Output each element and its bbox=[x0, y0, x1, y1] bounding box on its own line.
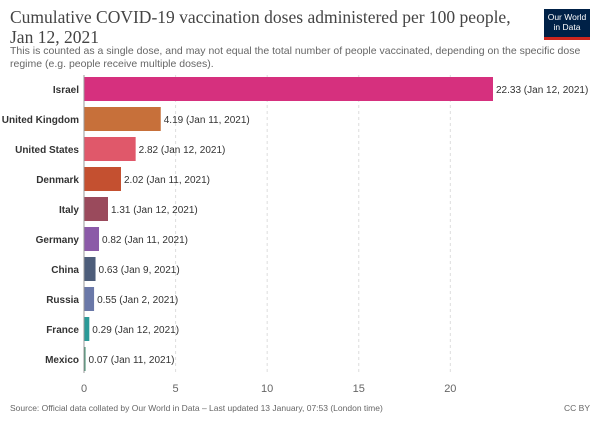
category-label: Israel bbox=[53, 85, 79, 96]
data-label: 2.02 (Jan 11, 2021) bbox=[124, 175, 210, 186]
bar-china[interactable] bbox=[84, 257, 96, 281]
category-label: Germany bbox=[36, 235, 80, 246]
category-label: Italy bbox=[59, 205, 79, 216]
x-tick-label: 15 bbox=[353, 383, 365, 395]
logo-line-1: Our World bbox=[547, 12, 587, 22]
data-label: 0.07 (Jan 11, 2021) bbox=[89, 355, 175, 366]
x-tick-label: 5 bbox=[173, 383, 179, 395]
chart-subtitle: This is counted as a single dose, and ma… bbox=[10, 45, 581, 70]
data-label: 0.63 (Jan 9, 2021) bbox=[99, 265, 180, 276]
category-label: United States bbox=[15, 145, 79, 156]
bar-united-states[interactable] bbox=[84, 137, 136, 161]
category-label: Denmark bbox=[36, 175, 79, 186]
bar-germany[interactable] bbox=[84, 227, 100, 251]
source-note: Source: Official data collated by Our Wo… bbox=[10, 403, 383, 413]
owid-logo[interactable]: Our World in Data bbox=[544, 9, 590, 40]
category-label: United Kingdom bbox=[2, 115, 79, 126]
bar-united-kingdom[interactable] bbox=[84, 107, 161, 131]
data-label: 0.55 (Jan 2, 2021) bbox=[97, 295, 178, 306]
license-link[interactable]: CC BY bbox=[564, 403, 590, 413]
x-tick-label: 0 bbox=[81, 383, 87, 395]
data-label: 0.82 (Jan 11, 2021) bbox=[102, 235, 188, 246]
x-tick-label: 10 bbox=[261, 383, 273, 395]
data-label: 0.29 (Jan 12, 2021) bbox=[92, 325, 179, 336]
data-label: 2.82 (Jan 12, 2021) bbox=[139, 145, 226, 156]
x-tick-label: 20 bbox=[444, 383, 456, 395]
bar-russia[interactable] bbox=[84, 287, 95, 311]
data-label: 1.31 (Jan 12, 2021) bbox=[111, 205, 198, 216]
bar-mexico[interactable] bbox=[84, 347, 86, 371]
category-label: France bbox=[46, 325, 79, 336]
bar-italy[interactable] bbox=[84, 197, 108, 221]
data-label: 4.19 (Jan 11, 2021) bbox=[164, 115, 250, 126]
category-label: China bbox=[51, 265, 79, 276]
category-label: Russia bbox=[46, 295, 79, 306]
bar-israel[interactable] bbox=[84, 77, 493, 101]
bar-denmark[interactable] bbox=[84, 167, 121, 191]
data-label: 22.33 (Jan 12, 2021) bbox=[496, 85, 588, 96]
chart-title: Cumulative COVID-19 vaccination doses ad… bbox=[10, 7, 511, 47]
bar-france[interactable] bbox=[84, 317, 90, 341]
category-label: Mexico bbox=[45, 355, 79, 366]
logo-line-2: in Data bbox=[553, 21, 581, 32]
